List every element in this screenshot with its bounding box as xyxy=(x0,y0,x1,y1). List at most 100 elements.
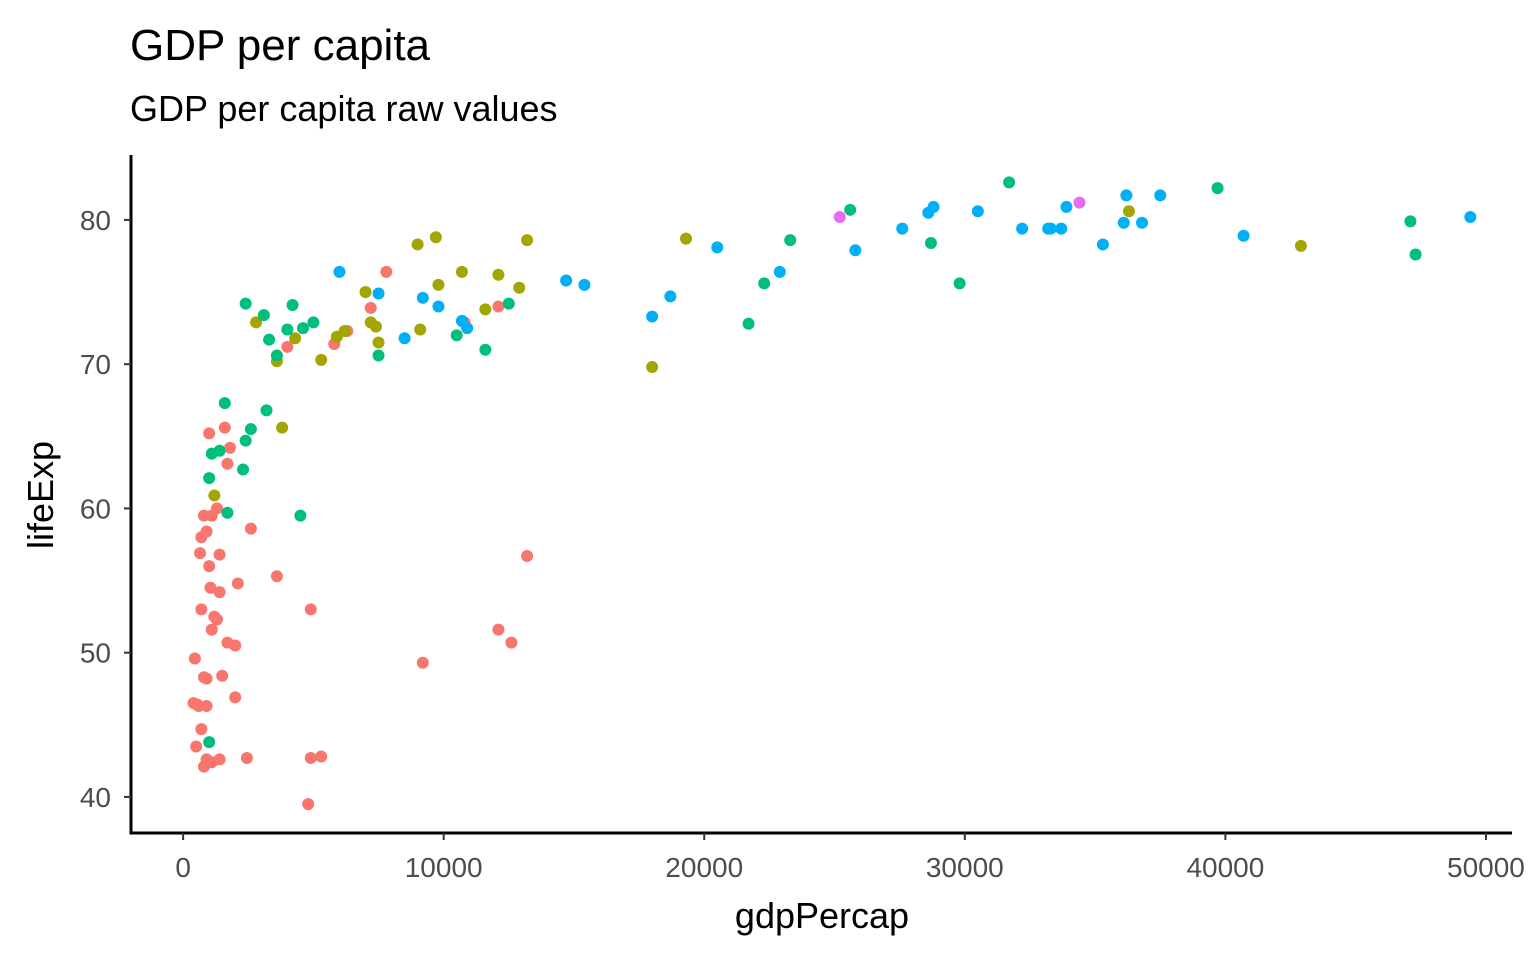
x-axis-title: gdpPercap xyxy=(735,895,909,936)
data-point xyxy=(479,343,492,356)
chart-subtitle: GDP per capita raw values xyxy=(130,88,558,129)
data-point xyxy=(359,286,372,299)
data-point xyxy=(338,324,351,337)
data-point xyxy=(414,323,427,336)
data-point xyxy=(1211,182,1224,195)
data-point xyxy=(432,278,445,291)
data-point xyxy=(1404,215,1417,228)
y-axis-title: lifeExp xyxy=(20,441,61,549)
data-point xyxy=(221,457,234,470)
data-point xyxy=(398,332,411,345)
data-point xyxy=(270,570,283,583)
data-point xyxy=(307,316,320,329)
data-point xyxy=(411,238,424,251)
data-point xyxy=(1055,222,1068,235)
data-point xyxy=(1120,189,1133,202)
data-point xyxy=(1073,196,1086,209)
data-point xyxy=(784,234,797,247)
data-point xyxy=(289,332,302,345)
data-point xyxy=(646,310,659,323)
data-point xyxy=(578,278,591,291)
data-point xyxy=(200,525,213,538)
data-point xyxy=(270,349,283,362)
data-point xyxy=(296,322,309,335)
data-point xyxy=(1237,229,1250,242)
y-tick-label: 40 xyxy=(80,782,111,813)
data-point xyxy=(1154,189,1167,202)
data-point xyxy=(213,586,226,599)
data-point xyxy=(560,274,573,287)
data-point xyxy=(188,652,201,665)
data-point xyxy=(773,265,786,278)
data-point xyxy=(953,277,966,290)
data-point xyxy=(1464,211,1477,224)
data-point xyxy=(239,434,252,447)
data-point xyxy=(364,301,377,314)
data-point xyxy=(260,404,273,417)
data-point xyxy=(240,751,253,764)
data-point xyxy=(833,211,846,224)
data-point xyxy=(333,265,346,278)
data-point xyxy=(680,232,693,245)
data-point xyxy=(190,740,203,753)
data-point xyxy=(429,231,442,244)
data-point xyxy=(432,300,445,313)
data-point xyxy=(1044,222,1057,235)
data-point xyxy=(502,297,515,310)
y-tick-label: 50 xyxy=(80,638,111,669)
points-layer xyxy=(187,176,1477,811)
data-point xyxy=(924,236,937,249)
data-point xyxy=(203,472,216,485)
data-point xyxy=(302,798,315,811)
data-point xyxy=(239,297,252,310)
data-point xyxy=(204,581,217,594)
data-point xyxy=(203,560,216,573)
data-point xyxy=(450,329,463,342)
data-point xyxy=(416,291,429,304)
data-point xyxy=(1122,205,1135,218)
data-point xyxy=(213,444,226,457)
data-point xyxy=(224,441,237,454)
data-point xyxy=(1016,222,1029,235)
data-point xyxy=(369,320,382,333)
data-point xyxy=(849,244,862,257)
x-tick-label: 40000 xyxy=(1186,852,1264,883)
data-point xyxy=(281,323,294,336)
data-point xyxy=(492,623,505,636)
data-point xyxy=(461,322,474,335)
data-point xyxy=(229,691,242,704)
data-point xyxy=(205,623,218,636)
data-point xyxy=(315,750,328,763)
data-point xyxy=(492,300,505,313)
y-tick-label: 60 xyxy=(80,493,111,524)
data-point xyxy=(200,700,213,713)
data-point xyxy=(218,397,231,410)
data-point xyxy=(208,489,221,502)
x-tick-label: 50000 xyxy=(1447,852,1525,883)
x-tick-label: 10000 xyxy=(405,852,483,883)
data-point xyxy=(250,316,263,329)
data-point xyxy=(231,577,244,590)
data-point xyxy=(646,361,659,374)
x-tick-label: 30000 xyxy=(926,852,1004,883)
data-point xyxy=(229,639,242,652)
data-point xyxy=(455,265,468,278)
data-point xyxy=(210,613,223,626)
data-point xyxy=(1409,248,1422,261)
data-point xyxy=(492,268,505,281)
x-tick-label: 0 xyxy=(175,852,191,883)
data-point xyxy=(294,509,307,522)
chart-title: GDP per capita xyxy=(130,21,431,70)
data-point xyxy=(416,656,429,669)
data-point xyxy=(372,349,385,362)
data-point xyxy=(1294,239,1307,252)
data-point xyxy=(1060,200,1073,213)
y-tick-label: 70 xyxy=(80,349,111,380)
data-point xyxy=(257,309,270,322)
data-point xyxy=(286,299,299,312)
data-point xyxy=(1135,216,1148,229)
x-axis-ticks: 0 10000 20000 30000 40000 50000 xyxy=(175,833,1525,883)
data-point xyxy=(372,336,385,349)
data-point xyxy=(479,303,492,316)
